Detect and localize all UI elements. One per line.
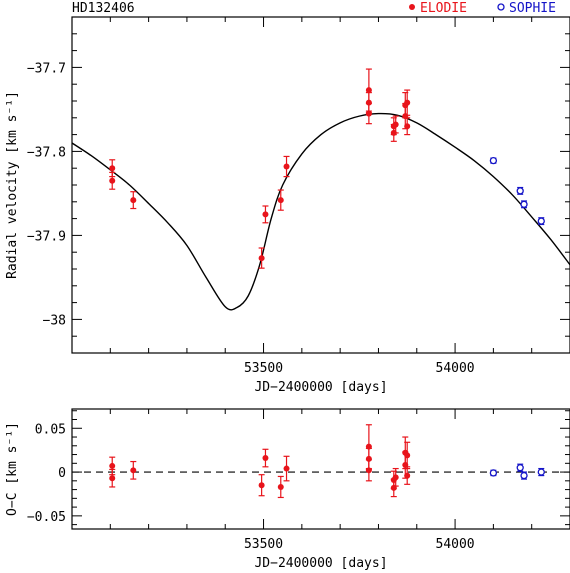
rv-elodie-point <box>130 197 137 204</box>
oc-elodie-point <box>130 467 137 474</box>
rv-elodie-point <box>365 87 372 94</box>
oc-sophie-point <box>537 468 545 476</box>
orbit-model-curve <box>72 112 570 311</box>
rv-sophie-point <box>489 156 498 165</box>
oc-y-axis-label: O−C [km s⁻¹] <box>5 422 20 516</box>
oc-x-axis-label: JD−2400000 [days] <box>254 556 387 571</box>
oc-sophie-point <box>516 464 524 472</box>
rv-y-tick-label: −37.9 <box>27 229 66 244</box>
rv-x-tick-label: 54000 <box>436 361 475 376</box>
oc-elodie-point <box>365 455 372 462</box>
oc-elodie-point <box>109 462 116 469</box>
rv-elodie-point <box>404 123 411 130</box>
rv-plot-area <box>72 68 570 311</box>
oc-y-tick-label: −0.05 <box>27 510 66 525</box>
oc-x-tick-label: 54000 <box>436 537 475 552</box>
legend-elodie-label: ELODIE <box>420 1 467 16</box>
rv-sophie-point <box>520 200 528 208</box>
oc-elodie-point <box>258 482 265 489</box>
rv-elodie-point <box>109 165 116 172</box>
oc-elodie-point <box>277 483 284 490</box>
rv-elodie-point <box>404 99 411 106</box>
oc-x-tick-label: 53500 <box>244 537 283 552</box>
rv-elodie-point <box>258 255 265 262</box>
oc-elodie-point <box>262 455 269 462</box>
oc-elodie-point <box>365 467 372 474</box>
oc-elodie-point <box>404 472 411 479</box>
star-label: HD132406 <box>72 1 135 16</box>
rv-elodie-point <box>262 211 269 218</box>
oc-frame <box>71 408 570 530</box>
oc-plot-area <box>72 424 570 499</box>
rv-elodie-point <box>283 163 290 170</box>
rv-panel: 53500 54000 −38 −37.9 −37.8 −37.7 JD−2400000 [… <box>5 16 570 395</box>
residuals-panel: 53500 54000 −0.05 0 0.05 JD−2400000 [days] O−C… <box>5 408 570 571</box>
rv-elodie-point <box>365 110 372 117</box>
legend-sophie-label: SOPHIE <box>509 1 556 16</box>
rv-x-tick-label: 53500 <box>244 361 283 376</box>
legend-sophie-marker <box>497 3 505 11</box>
rv-y-axis-label: Radial velocity [km s⁻¹] <box>5 91 20 279</box>
oc-sophie-point <box>520 471 528 480</box>
rv-y-tick-label: −37.7 <box>27 61 66 76</box>
legend: ELODIE SOPHIE <box>409 1 556 16</box>
legend-elodie-marker <box>409 4 415 10</box>
oc-y-tick-label: 0.05 <box>35 422 66 437</box>
oc-elodie-point <box>404 452 411 459</box>
rv-frame <box>71 16 570 354</box>
oc-elodie-point <box>283 465 290 472</box>
rv-elodie-point <box>365 99 372 106</box>
rv-elodie-point <box>109 177 116 184</box>
rv-y-tick-label: −38 <box>43 313 66 328</box>
oc-sophie-point <box>489 469 498 477</box>
oc-elodie-point <box>392 474 399 481</box>
rv-y-tick-label: −37.8 <box>27 145 66 160</box>
rv-elodie-point <box>277 197 284 204</box>
rv-x-axis-label: JD−2400000 [days] <box>254 380 387 395</box>
oc-y-tick-label: 0 <box>58 466 66 481</box>
oc-elodie-point <box>109 475 116 482</box>
rv-sophie-point <box>537 217 545 225</box>
rv-elodie-point <box>392 121 399 128</box>
rv-sophie-point <box>516 187 524 195</box>
